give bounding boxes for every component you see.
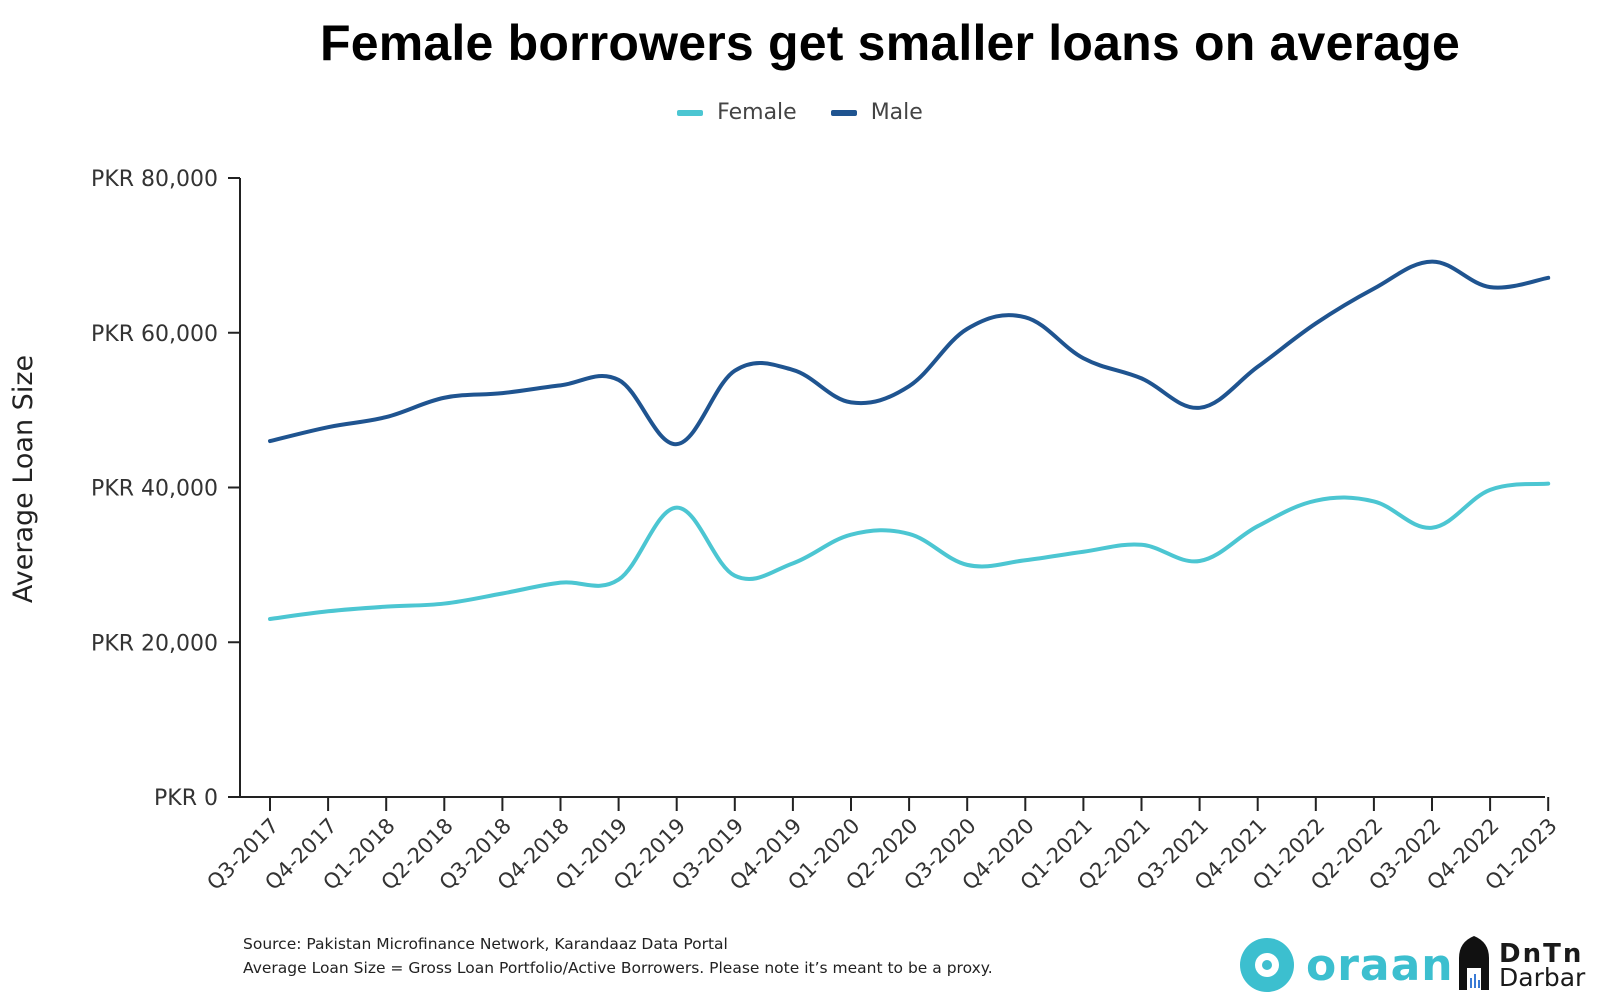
data-point-female: [270, 619, 271, 620]
data-point-male: [792, 369, 793, 370]
data-point-male: [618, 379, 619, 380]
data-point-female: [1432, 527, 1433, 528]
data-point-male: [1432, 261, 1433, 262]
data-point-male: [1141, 378, 1142, 379]
legend-item-male: Male: [830, 100, 923, 125]
y-tick-label: PKR 0: [154, 786, 218, 811]
series-layer: [268, 259, 1551, 622]
y-tick-label: PKR 20,000: [91, 631, 218, 656]
oraan-wordmark: oraan: [1306, 939, 1454, 991]
chart-title: Female borrowers get smaller loans on av…: [319, 15, 1460, 71]
data-point-female: [1490, 489, 1491, 490]
data-point-female: [1315, 500, 1316, 501]
data-point-female: [444, 603, 445, 604]
y-tick-label: PKR 60,000: [91, 322, 218, 347]
data-point-male: [967, 328, 968, 329]
data-point-male: [676, 444, 677, 445]
data-point-male: [328, 427, 329, 428]
legend-swatch-male: [830, 109, 857, 116]
data-point-female: [1199, 561, 1200, 562]
data-point-female: [502, 593, 503, 594]
data-point-male: [444, 397, 445, 398]
data-point-female: [560, 582, 561, 583]
series-line-female: [268, 481, 1551, 622]
data-point-male: [1373, 288, 1374, 289]
oraan-logo-icon: [1240, 938, 1294, 992]
darbar-wordmark: DnTn Darbar: [1499, 939, 1586, 992]
data-point-male: [270, 441, 271, 442]
darbar-dome-icon: [1459, 936, 1489, 990]
data-darbar-logo: DnTn Darbar: [1455, 932, 1585, 990]
data-point-female: [676, 507, 677, 508]
definition-note: Average Loan Size = Gross Loan Portfolio…: [243, 959, 993, 977]
darbar-wordmark-top: DnTn: [1499, 939, 1584, 969]
data-point-female: [386, 606, 387, 607]
data-point-male: [1025, 317, 1026, 318]
footnote: Source: Pakistan Microfinance Network, K…: [243, 932, 993, 980]
series-line-male: [268, 259, 1551, 447]
y-tick-label: PKR 40,000: [91, 477, 218, 502]
data-point-female: [851, 534, 852, 535]
data-point-male: [386, 417, 387, 418]
data-point-female: [792, 563, 793, 564]
y-tick-label: PKR 80,000: [91, 167, 218, 192]
oraan-logo: oraan: [1240, 938, 1454, 992]
data-point-male: [1548, 277, 1549, 278]
data-point-male: [1083, 358, 1084, 359]
legend-label-female: Female: [717, 100, 797, 125]
data-point-female: [328, 611, 329, 612]
chart-axes: [228, 177, 1550, 811]
data-point-female: [1141, 544, 1142, 545]
data-point-female: [1025, 560, 1026, 561]
data-point-female: [1373, 501, 1374, 502]
y-axis-title: Average Loan Size: [8, 355, 39, 603]
data-point-male: [502, 393, 503, 394]
data-point-female: [1083, 551, 1084, 552]
data-point-female: [618, 579, 619, 580]
data-point-female: [967, 564, 968, 565]
data-point-female: [734, 575, 735, 576]
data-point-male: [1199, 407, 1200, 408]
data-point-female: [909, 533, 910, 534]
darbar-wordmark-bottom: Darbar: [1499, 963, 1586, 992]
source-note: Source: Pakistan Microfinance Network, K…: [243, 935, 728, 953]
data-point-male: [734, 370, 735, 371]
data-point-female: [1548, 483, 1549, 484]
data-point-female: [1257, 526, 1258, 527]
data-point-male: [1315, 323, 1316, 324]
data-point-male: [560, 385, 561, 386]
legend-swatch-female: [677, 109, 704, 116]
legend: Female Male: [0, 100, 1600, 125]
labels-layer: PKR 0 PKR 20,000 PKR 40,000 PKR 60,000 PKR 8…: [8, 167, 1562, 895]
legend-item-female: Female: [677, 100, 797, 125]
data-point-male: [851, 402, 852, 403]
data-point-male: [1257, 366, 1258, 367]
data-point-male: [909, 386, 910, 387]
data-point-male: [1490, 287, 1491, 288]
legend-label-male: Male: [870, 100, 923, 125]
